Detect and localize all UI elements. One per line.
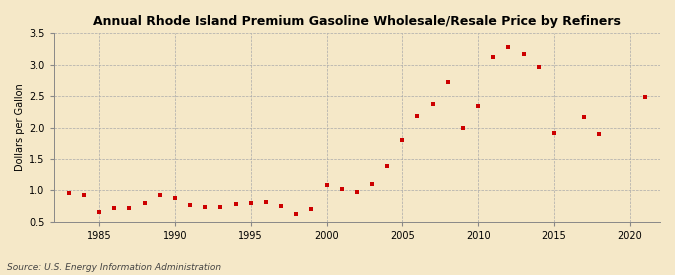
Point <box>442 80 453 84</box>
Point <box>639 95 650 99</box>
Point <box>94 210 105 214</box>
Point <box>594 132 605 136</box>
Point <box>155 193 165 197</box>
Point <box>291 211 302 216</box>
Point <box>458 125 468 130</box>
Point <box>518 52 529 56</box>
Point <box>472 104 483 108</box>
Point <box>306 207 317 211</box>
Point <box>261 199 271 204</box>
Point <box>169 196 180 201</box>
Point <box>578 115 589 120</box>
Point <box>488 55 499 59</box>
Point <box>63 191 74 196</box>
Point <box>230 202 241 206</box>
Point <box>275 204 286 208</box>
Point <box>397 138 408 142</box>
Y-axis label: Dollars per Gallon: Dollars per Gallon <box>15 84 25 171</box>
Point <box>78 193 89 197</box>
Text: Source: U.S. Energy Information Administration: Source: U.S. Energy Information Administ… <box>7 263 221 272</box>
Point <box>352 190 362 194</box>
Point <box>427 101 438 106</box>
Point <box>215 205 226 210</box>
Point <box>321 183 332 188</box>
Point <box>367 182 377 186</box>
Title: Annual Rhode Island Premium Gasoline Wholesale/Resale Price by Refiners: Annual Rhode Island Premium Gasoline Who… <box>93 15 621 28</box>
Point <box>139 201 150 205</box>
Point <box>245 201 256 205</box>
Point <box>185 203 196 207</box>
Point <box>382 164 393 168</box>
Point <box>533 64 544 69</box>
Point <box>200 205 211 210</box>
Point <box>412 114 423 119</box>
Point <box>109 206 119 210</box>
Point <box>503 45 514 49</box>
Point <box>124 206 135 210</box>
Point <box>549 131 560 135</box>
Point <box>336 187 347 191</box>
